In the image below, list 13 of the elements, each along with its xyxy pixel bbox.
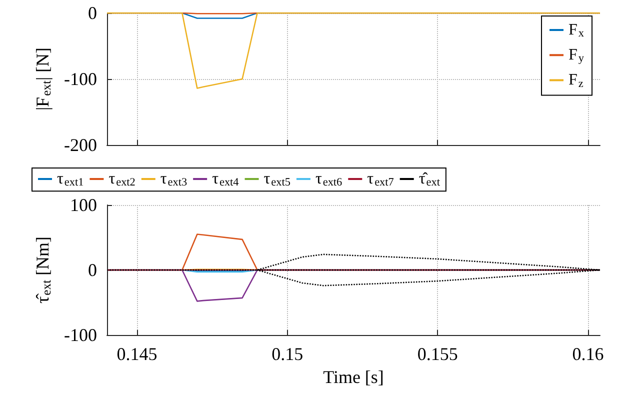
y-tick-label: 0 (88, 260, 97, 280)
y-tick-label: -100 (64, 325, 97, 345)
x-tick-label: 0.155 (417, 344, 458, 364)
x-axis-title: Time [s] (323, 366, 384, 387)
y-tick-label: -100 (64, 69, 97, 89)
y-axis-title: |Fext| [N] (32, 47, 54, 111)
x-tick-label: 0.16 (572, 344, 604, 364)
y-tick-label: 0 (88, 3, 97, 23)
y-axis-title: τ̂ext [Nm] (32, 236, 54, 304)
y-tick-label: 100 (70, 195, 97, 215)
y-tick-label: -200 (64, 135, 97, 155)
x-tick-label: 0.145 (116, 344, 158, 364)
x-tick-label: 0.15 (272, 344, 304, 364)
